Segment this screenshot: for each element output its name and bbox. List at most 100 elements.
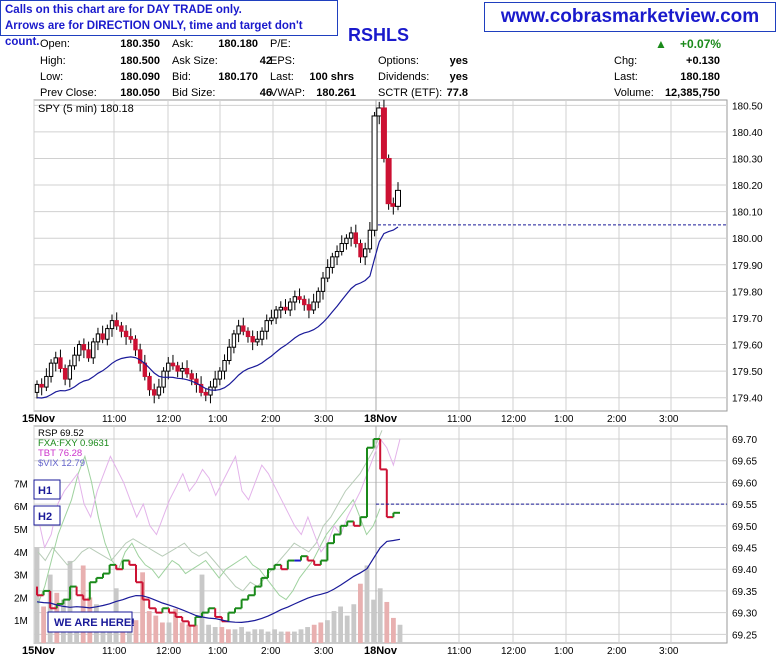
spy-legend: SPY (5 min) 180.18 — [38, 103, 134, 115]
volume-bar — [252, 629, 258, 643]
rsp-y-tick: 69.50 — [732, 522, 757, 533]
site-url-banner[interactable]: www.cobrasmarketview.com — [484, 2, 776, 32]
volume-bar — [166, 622, 172, 643]
spy-candle — [264, 320, 269, 332]
we-are-here-box — [47, 611, 133, 633]
spy-candle — [330, 256, 335, 268]
spy-candle — [302, 298, 307, 306]
price-panel-frame — [33, 99, 728, 412]
spy-candle — [123, 330, 129, 338]
volume-axis: 7M 6M 5M 4M 3M 2M 1M — [14, 479, 28, 627]
volume-bar — [298, 629, 304, 643]
h2-marker-box — [33, 505, 61, 526]
spy-candle — [325, 266, 330, 279]
eps-label: EPS: — [270, 55, 296, 67]
volume-bar — [358, 583, 363, 643]
volume-bar — [311, 624, 317, 643]
dividends-value: yes — [449, 71, 468, 83]
price-x-tick: 18Nov — [364, 413, 398, 425]
rsp-y-tick: 69.55 — [732, 500, 757, 511]
spy-candle — [48, 362, 54, 377]
ask-size-label: Ask Size: — [172, 55, 218, 67]
bid-size-value: 46 — [259, 87, 272, 99]
price-y-tick: 179.60 — [732, 341, 763, 352]
spy-candle — [344, 237, 349, 245]
tbt-legend: TBT 76.28 — [38, 448, 82, 459]
rsp-x-tick: 18Nov — [364, 645, 398, 657]
spy-candle — [385, 157, 392, 205]
volume-bar — [193, 624, 198, 643]
ask-size-value: 42 — [259, 55, 272, 67]
high-value: 180.500 — [120, 55, 160, 67]
spy-candle — [137, 349, 143, 364]
options-value: yes — [449, 55, 468, 67]
volume-tick: 7M — [14, 479, 28, 490]
open-label: Open: — [40, 38, 70, 50]
spy-candle — [44, 375, 49, 388]
rsp-y-tick: 69.70 — [732, 435, 757, 446]
h2-marker: H2 — [38, 511, 52, 523]
rsp-y-tick: 69.60 — [732, 478, 757, 489]
volume-bar — [305, 627, 310, 643]
spy-candle — [53, 357, 58, 364]
spy-candle — [95, 333, 101, 343]
rsp-x-tick: 12:00 — [501, 646, 526, 657]
price-y-tick: 179.50 — [732, 367, 763, 378]
spy-candle — [236, 325, 241, 335]
options-label: Options: — [378, 55, 419, 67]
bid-size-label: Bid Size: — [172, 87, 216, 99]
notice-line-1: Calls on this chart are for DAY TRADE on… — [5, 4, 242, 16]
volume-bar — [67, 560, 73, 643]
low-value: 180.090 — [120, 71, 160, 83]
volume-bar — [272, 629, 277, 643]
volume-tick: 1M — [14, 616, 28, 627]
volume-bar — [338, 606, 343, 643]
volume-bar — [206, 624, 211, 643]
spy-candle — [371, 115, 378, 231]
pe-label: P/E: — [270, 38, 291, 50]
volume-bar — [160, 622, 165, 643]
spy-candle — [86, 349, 91, 359]
price-x-tick: 2:00 — [607, 414, 627, 425]
h1-marker: H1 — [38, 485, 52, 497]
bid-value: 180.170 — [218, 71, 258, 83]
spy-candle — [128, 336, 133, 340]
spy-candle — [241, 325, 246, 332]
volume-bar — [140, 572, 145, 643]
volume-bar — [397, 624, 403, 643]
rsp-x-tick: 1:00 — [208, 646, 228, 657]
spy-candle — [62, 367, 68, 380]
dividends-label: Dividends: — [378, 71, 430, 83]
vix-line — [37, 430, 383, 592]
spy-candle — [380, 107, 387, 159]
price-candles — [34, 99, 401, 404]
rsp-x-tick: 12:00 — [156, 646, 181, 657]
spy-candle — [105, 328, 110, 340]
chg-label: Chg: — [614, 55, 638, 67]
volume-bar — [331, 611, 337, 643]
volume-bar — [153, 615, 159, 643]
up-arrow-icon: ▲ — [655, 37, 667, 51]
spy-candle — [217, 370, 223, 380]
rsp-y-tick: 69.45 — [732, 544, 757, 555]
vix-legend: $VIX 12.79 — [38, 458, 85, 469]
volume-bar — [259, 629, 264, 643]
spy-candle — [231, 333, 237, 348]
notice-line-2: Arrows are for DIRECTION ONLY, time and … — [5, 20, 303, 48]
volume-bar — [80, 565, 86, 643]
spy-candle — [339, 243, 344, 253]
volume-label: Volume: — [614, 87, 654, 99]
spy-candle — [259, 330, 265, 340]
spy-candle — [81, 344, 87, 351]
spy-candle — [208, 386, 213, 396]
price-x-tick: 11:00 — [447, 414, 472, 425]
price-grid — [33, 100, 727, 411]
volume-bar — [377, 588, 383, 643]
spy-candle — [198, 383, 204, 393]
spy-candle — [316, 290, 321, 303]
last-shares-value: 100 shrs — [309, 71, 354, 83]
spy-candle — [180, 367, 185, 372]
change-percent: +0.07% — [680, 37, 722, 51]
volume-tick: 6M — [14, 502, 28, 513]
volume-bar — [265, 631, 271, 643]
